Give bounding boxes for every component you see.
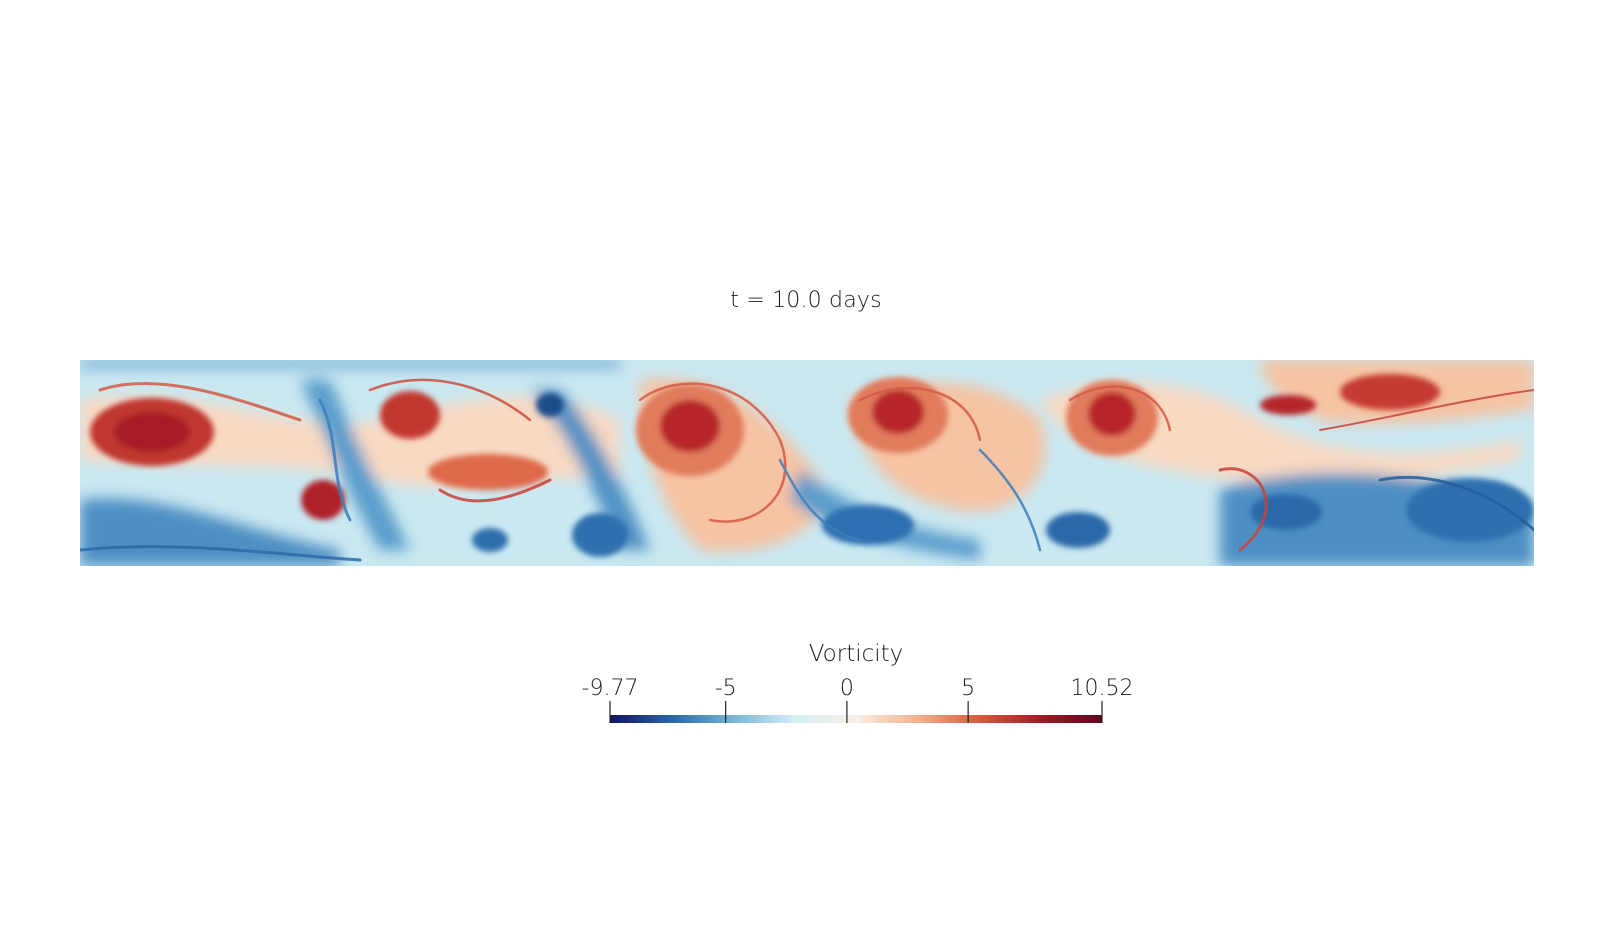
colorbar-tick-label: 5	[961, 676, 975, 701]
colorbar-tick-label: -5	[715, 676, 737, 701]
colorbar-tick-label: -9.77	[582, 676, 639, 701]
colorbar-tick-label: 10.52	[1071, 676, 1134, 701]
colorbar-gradient	[610, 715, 1102, 723]
colorbar-title: Vorticity	[808, 641, 904, 667]
field-vortex-layer	[90, 374, 1534, 557]
vorticity-field	[80, 360, 1534, 566]
colorbar-ticks: -9.77 -5 0 5 10.52	[582, 676, 1134, 723]
colorbar: -9.77 -5 0 5 10.52	[582, 676, 1134, 723]
colorbar-tick-label: 0	[840, 676, 854, 701]
plot-title: t = 10.0 days	[730, 288, 882, 313]
field-filaments	[80, 378, 1534, 562]
